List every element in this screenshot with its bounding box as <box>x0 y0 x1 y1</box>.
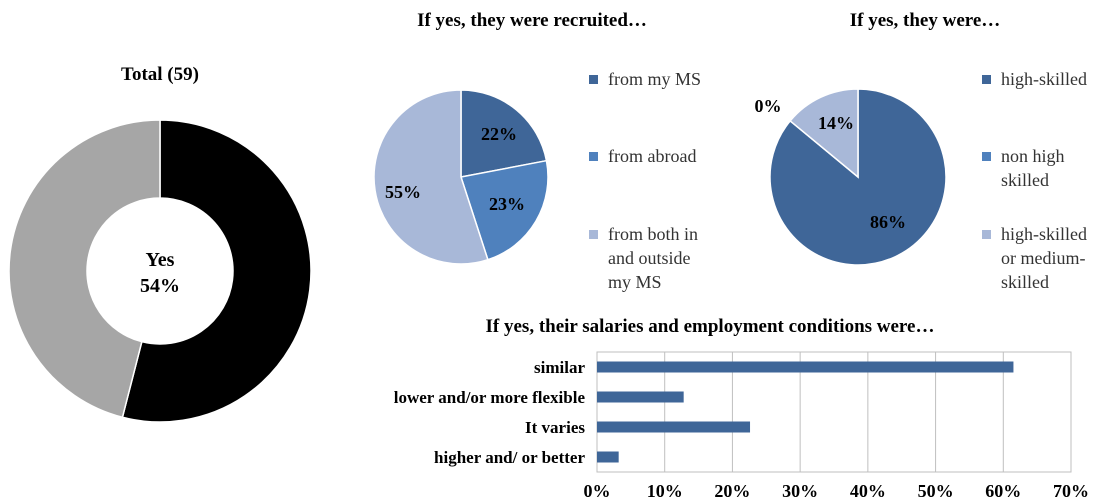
bar-3 <box>597 451 619 463</box>
bar-x-tick-label-6: 60% <box>985 481 1021 501</box>
bar-x-tick-label-0: 0% <box>584 481 611 501</box>
pie2-slice-2 <box>789 88 859 179</box>
bar-chart-salaries: If yes, their salaries and employment co… <box>394 316 1089 501</box>
donut-slice-0 <box>121 119 312 423</box>
pie2-slice-0 <box>769 88 947 266</box>
pie-chart-recruited: If yes, they were recruited… 22% 23% 55% f… <box>373 10 701 292</box>
pie1-legend-label-0: from my MS <box>608 69 701 89</box>
pie1-data-label-0: 22% <box>481 124 517 144</box>
bar-2 <box>597 421 751 433</box>
pie2-legend-swatch-0 <box>982 75 991 84</box>
bar-1 <box>597 391 684 403</box>
pie1-legend-swatch-1 <box>589 152 598 161</box>
pie2-data-label-2: 14% <box>818 113 854 133</box>
bar-category-label-2: It varies <box>525 418 585 437</box>
bar-x-tick-label-5: 50% <box>918 481 954 501</box>
pie2-legend-swatch-2 <box>982 230 991 239</box>
pie-recruited-title: If yes, they were recruited… <box>417 10 647 31</box>
pie1-slice-2 <box>373 89 489 265</box>
bar-x-tick-label-1: 10% <box>647 481 683 501</box>
bar-category-label-1: lower and/or more flexible <box>394 388 586 407</box>
bar-x-tick-label-4: 40% <box>850 481 886 501</box>
pie2-legend-swatch-1 <box>982 152 991 161</box>
pie-skill-title: If yes, they were… <box>850 10 1001 31</box>
bar-chart-title: If yes, their salaries and employment co… <box>486 316 935 337</box>
pie2-data-label-0: 86% <box>870 212 906 232</box>
pie1-slice-1 <box>460 159 549 261</box>
donut-center-value: 54% <box>140 275 180 297</box>
bar-x-tick-label-2: 20% <box>714 481 750 501</box>
pie1-legend-swatch-0 <box>589 75 598 84</box>
bar-category-label-3: higher and/ or better <box>434 448 585 467</box>
pie1-data-label-2: 55% <box>385 182 421 202</box>
pie-chart-skill-level: If yes, they were… 86% 0% 14% high-skilled… <box>755 10 1088 292</box>
pie1-legend-swatch-2 <box>589 230 598 239</box>
donut-center-label: Yes <box>146 249 175 271</box>
pie2-legend-label-0: high-skilled <box>1001 69 1087 89</box>
donut-chart-total: Total (59) Yes 54% <box>8 64 312 423</box>
bar-x-tick-label-3: 30% <box>782 481 818 501</box>
pie2-data-label-1: 0% <box>755 96 782 116</box>
donut-slice-1 <box>8 119 161 419</box>
pie1-legend-label-2: from both in and outside my MS <box>608 224 698 292</box>
donut-title: Total (59) <box>121 64 199 85</box>
pie1-slice-0 <box>460 89 548 178</box>
pie1-legend-label-1: from abroad <box>608 146 696 166</box>
bar-category-label-0: similar <box>534 358 585 377</box>
pie2-legend-label-1: non high skilled <box>1001 146 1065 190</box>
bar-x-tick-label-7: 70% <box>1053 481 1089 501</box>
pie2-legend-label-2: high-skilled or medium-skilled <box>1001 224 1087 292</box>
bar-0 <box>597 361 1014 373</box>
pie1-data-label-1: 23% <box>489 194 525 214</box>
